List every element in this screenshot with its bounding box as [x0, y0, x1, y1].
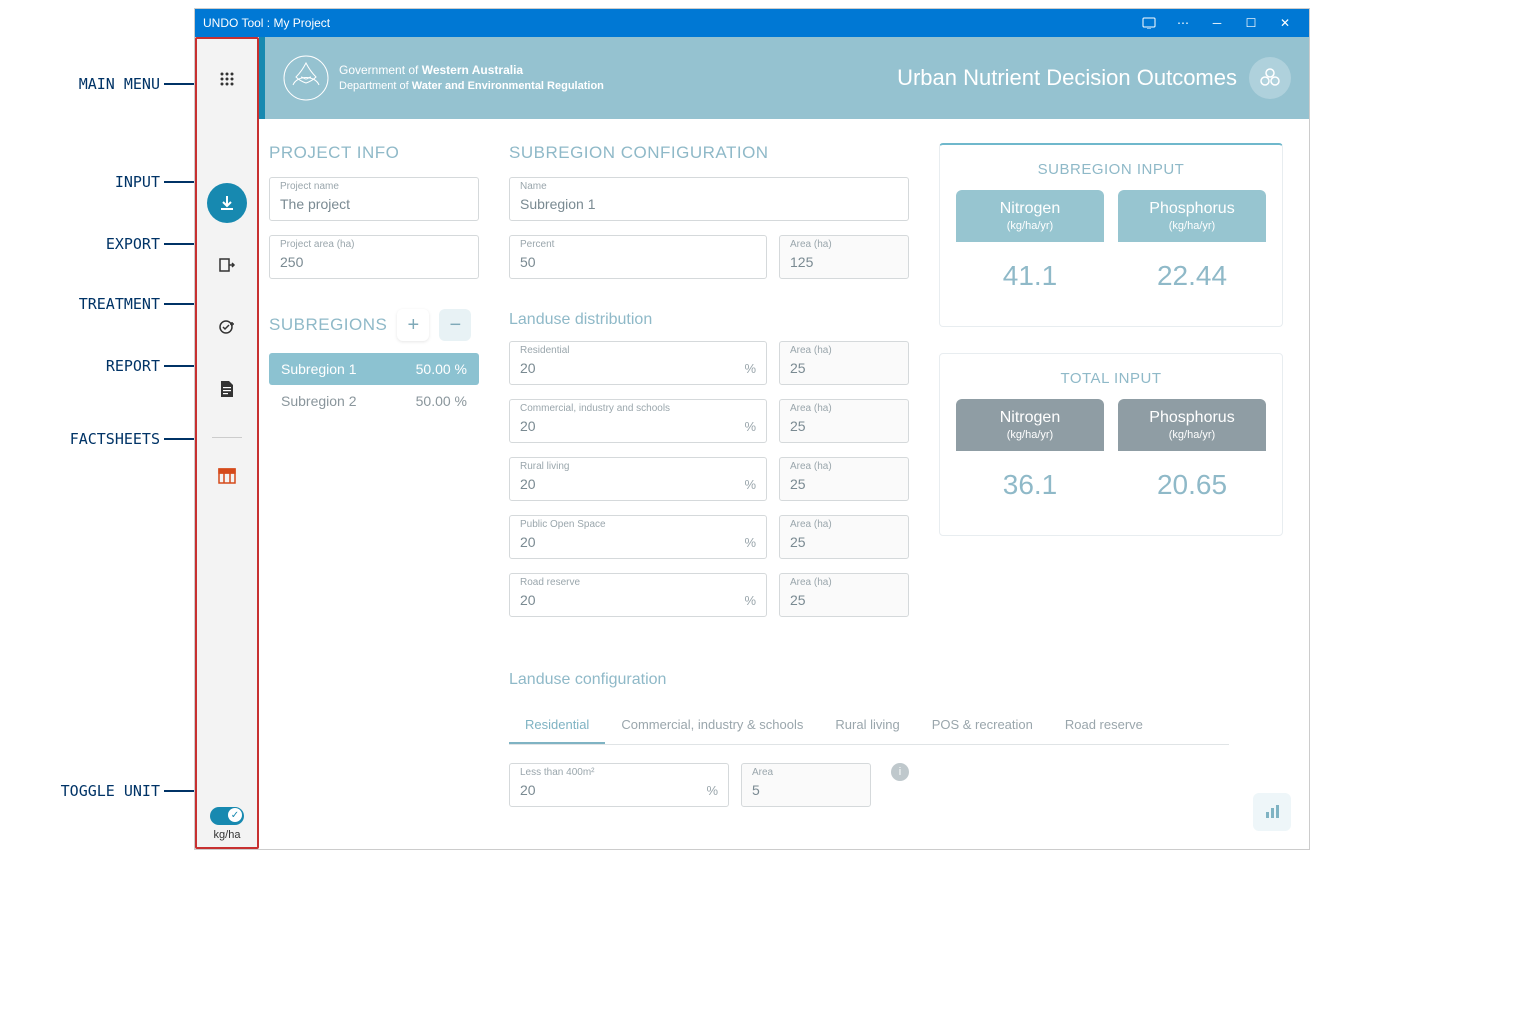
annotation-label: REPORT	[0, 357, 160, 375]
maximize-icon[interactable]: ☐	[1235, 13, 1267, 33]
window-title: UNDO Tool : My Project	[203, 16, 1133, 30]
subregion-name-field[interactable]: Name Subregion 1	[509, 177, 909, 221]
gov-crest-icon	[283, 55, 329, 101]
metric-card: Nitrogen(kg/ha/yr)36.1	[956, 399, 1104, 519]
unit-toggle[interactable]	[210, 807, 244, 825]
landuse-area-field: Area (ha) 25	[779, 573, 909, 617]
table-icon	[218, 468, 236, 484]
sidebar-item-treatment[interactable]	[207, 307, 247, 347]
column-config: SUBREGION CONFIGURATION Name Subregion 1…	[509, 143, 909, 825]
sidebar-divider	[212, 437, 242, 438]
sidebar-bottom: kg/ha	[210, 807, 244, 841]
header-app-icon	[1249, 57, 1291, 99]
landuse-area-field: Area (ha) 25	[779, 399, 909, 443]
header-banner: Government of Western Australia Departme…	[259, 37, 1309, 119]
chart-icon	[1264, 804, 1280, 820]
landuse-pct-field[interactable]: Road reserve 20 %	[509, 573, 767, 617]
annotation-label: INPUT	[0, 173, 160, 191]
check-plus-icon	[218, 318, 236, 336]
column-metrics: SUBREGION INPUT Nitrogen(kg/ha/yr)41.1Ph…	[939, 143, 1283, 825]
landuse-area-field: Area (ha) 25	[779, 515, 909, 559]
subregion-name: Subregion 1	[281, 361, 357, 377]
remove-subregion-button[interactable]: −	[439, 309, 471, 341]
landuse-tab[interactable]: Commercial, industry & schools	[605, 707, 819, 744]
total-input-title: TOTAL INPUT	[940, 354, 1282, 399]
subregion-item[interactable]: Subregion 2 50.00 %	[269, 385, 479, 417]
metric-value: 41.1	[956, 242, 1104, 310]
annotation-label: TOGGLE UNIT	[0, 782, 160, 800]
chart-button[interactable]	[1253, 793, 1291, 831]
info-icon[interactable]: i	[891, 763, 909, 781]
metric-card: Phosphorus(kg/ha/yr)22.44	[1118, 190, 1266, 310]
metric-value: 22.44	[1118, 242, 1266, 310]
header-title: Urban Nutrient Decision Outcomes	[897, 65, 1237, 91]
column-project: PROJECT INFO Project name The project Pr…	[269, 143, 479, 825]
gov-text: Government of Western Australia Departme…	[339, 63, 604, 93]
landuse-pct-field[interactable]: Commercial, industry and schools 20 %	[509, 399, 767, 443]
subregion-pct: 50.00 %	[416, 393, 467, 409]
sidebar-item-input[interactable]	[207, 183, 247, 223]
landuse-pct-field[interactable]: Public Open Space 20 %	[509, 515, 767, 559]
landuse-area-field: Area (ha) 25	[779, 457, 909, 501]
subregion-config-title: SUBREGION CONFIGURATION	[509, 143, 909, 163]
annotation-label: MAIN MENU	[0, 75, 160, 93]
sidebar-item-main-menu[interactable]	[207, 59, 247, 99]
subregion-percent-field[interactable]: Percent 50	[509, 235, 767, 279]
project-info-title: PROJECT INFO	[269, 143, 479, 163]
subregions-title: SUBREGIONS	[269, 315, 387, 335]
export-icon	[218, 256, 236, 274]
content-area: PROJECT INFO Project name The project Pr…	[259, 119, 1309, 849]
subregion-input-box: SUBREGION INPUT Nitrogen(kg/ha/yr)41.1Ph…	[939, 143, 1283, 327]
grid-icon	[219, 71, 235, 87]
annotation-label: EXPORT	[0, 235, 160, 253]
add-subregion-button[interactable]: +	[397, 309, 429, 341]
subregion-input-title: SUBREGION INPUT	[940, 145, 1282, 190]
annotation-label: TREATMENT	[0, 295, 160, 313]
metric-value: 36.1	[956, 451, 1104, 519]
metric-card: Phosphorus(kg/ha/yr)20.65	[1118, 399, 1266, 519]
document-icon	[219, 380, 235, 398]
minimize-icon[interactable]: ─	[1201, 13, 1233, 33]
landuse-tab[interactable]: Residential	[509, 707, 605, 744]
close-icon[interactable]: ✕	[1269, 13, 1301, 33]
cast-icon[interactable]	[1133, 13, 1165, 33]
unit-label: kg/ha	[214, 829, 241, 841]
landuse-config-title: Landuse configuration	[509, 671, 909, 689]
total-input-box: TOTAL INPUT Nitrogen(kg/ha/yr)36.1Phosph…	[939, 353, 1283, 536]
lot-size-field[interactable]: Less than 400m² 20 %	[509, 763, 729, 807]
landuse-dist-title: Landuse distribution	[509, 311, 909, 329]
more-icon[interactable]: ⋯	[1167, 13, 1199, 33]
subregion-name: Subregion 2	[281, 393, 357, 409]
app-window: UNDO Tool : My Project ⋯ ─ ☐ ✕	[194, 8, 1310, 850]
sidebar: kg/ha	[195, 37, 259, 849]
sidebar-item-factsheets[interactable]	[207, 456, 247, 496]
main-area: Government of Western Australia Departme…	[259, 37, 1309, 849]
lot-area-field: Area 5	[741, 763, 871, 807]
subregion-pct: 50.00 %	[416, 361, 467, 377]
subregion-item[interactable]: Subregion 1 50.00 %	[269, 353, 479, 385]
download-icon	[218, 194, 236, 212]
annotation-label: FACTSHEETS	[0, 430, 160, 448]
project-name-field[interactable]: Project name The project	[269, 177, 479, 221]
landuse-tab[interactable]: Rural living	[819, 707, 915, 744]
subregion-list: Subregion 1 50.00 % Subregion 2 50.00 %	[269, 353, 479, 417]
sidebar-item-report[interactable]	[207, 369, 247, 409]
project-area-field[interactable]: Project area (ha) 250	[269, 235, 479, 279]
landuse-pct-field[interactable]: Rural living 20 %	[509, 457, 767, 501]
landuse-pct-field[interactable]: Residential 20 %	[509, 341, 767, 385]
titlebar: UNDO Tool : My Project ⋯ ─ ☐ ✕	[195, 9, 1309, 37]
metric-card: Nitrogen(kg/ha/yr)41.1	[956, 190, 1104, 310]
subregion-area-field: Area (ha) 125	[779, 235, 909, 279]
landuse-rows: Residential 20 % Area (ha) 25 Commercial…	[509, 341, 909, 631]
sidebar-item-export[interactable]	[207, 245, 247, 285]
landuse-area-field: Area (ha) 25	[779, 341, 909, 385]
metric-value: 20.65	[1118, 451, 1266, 519]
window-controls: ⋯ ─ ☐ ✕	[1133, 13, 1301, 33]
